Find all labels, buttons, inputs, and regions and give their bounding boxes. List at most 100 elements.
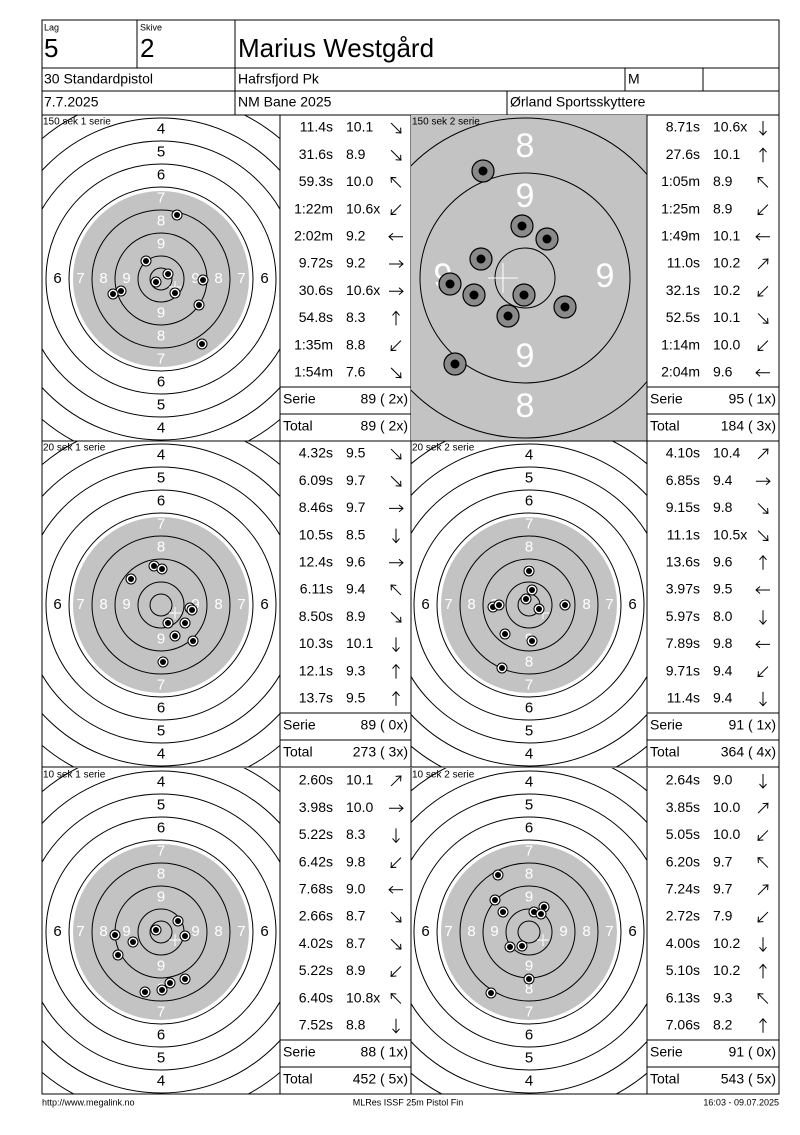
ring-label: 7 [76,270,84,287]
shot-direction [757,176,769,188]
shot-time: 1:05m [661,173,700,189]
shot-core [175,918,181,924]
shot-time: 8.46s [299,499,333,515]
shot-score: 10.0 [713,336,740,352]
ring-label: 4 [157,419,165,436]
ring [505,908,553,956]
ring-label: 7 [525,515,533,532]
shot-core [128,576,134,582]
shot-core [160,659,166,665]
ring-label: 8 [582,596,590,613]
shot-direction [390,911,402,923]
series-panel: 99998888150 sek 2 serie8.71s10.6x27.6s10… [384,115,780,442]
ring-label: 6 [525,1026,533,1043]
ring-label: 4 [525,745,533,762]
shot-direction [390,584,402,596]
ring-label: 9 [559,923,567,940]
shot-direction [757,448,769,460]
shot-core [478,166,488,176]
shot-direction [390,176,402,188]
shot-time: 6.40s [299,989,333,1005]
ring [91,209,231,349]
shot-score: 9.3 [346,662,366,678]
ring [68,186,254,372]
shot-score: 10.1 [713,309,740,325]
ring-label: 8 [582,923,590,940]
ring-label: 8 [214,270,222,287]
ring [137,255,185,303]
shot-score: 10.2 [713,935,740,951]
shot-core [151,563,157,569]
ring-label: 9 [157,235,165,252]
shot-score: 8.9 [713,200,733,216]
ring-label: 8 [467,596,475,613]
ring-label: 6 [260,596,268,613]
shot-core [507,944,513,950]
shot-score: 9.5 [346,690,366,706]
skive: 2 [140,33,154,63]
ring-label: 9 [596,257,615,295]
shot-time: 13.6s [666,554,700,570]
ring-label: 5 [157,796,165,813]
shot-time: 6.13s [666,989,700,1005]
shot-direction [390,448,402,460]
ring-label: 6 [525,819,533,836]
shot-score: 8.9 [346,146,366,162]
serie-value: 91 ( 0x) [729,1044,776,1060]
shot-time: 3.97s [666,581,700,597]
shot-time: 6.42s [299,853,333,869]
shot-direction [390,611,402,623]
shot-score: 8.8 [346,336,366,352]
ring-label: 8 [384,257,403,295]
ring [137,581,185,629]
shot-direction [757,993,769,1004]
ring-label: 9 [525,957,533,974]
shot-core [499,665,505,671]
shot-time: 2.64s [666,772,700,788]
shot-core [541,904,547,910]
shot-time: 31.6s [299,146,333,162]
ring-label: 7 [605,596,613,613]
ring-label: 7 [157,676,165,693]
shot-direction [757,830,769,841]
shot-core [182,933,188,939]
ring [436,512,622,698]
ring [45,163,277,395]
ring-label: 7 [525,842,533,859]
ring-label: 9 [191,270,199,287]
ring [411,466,647,744]
ring [91,862,231,1002]
shot-direction [392,310,400,326]
shot-direction [757,285,769,297]
shot-score: 9.4 [713,472,733,488]
ring-label: 4 [525,773,533,790]
shot-direction [759,121,767,136]
shot-score: 8.7 [346,908,366,924]
ring [419,172,631,384]
shot-score: 10.1 [346,119,373,135]
shot-direction [392,637,400,653]
shot-core [115,952,121,958]
ring-label: 7 [76,596,84,613]
shot-core [500,909,506,915]
ring-label: 4 [157,446,165,463]
series-panel: 4455666677778888999920 sek 2 serie4.10s1… [411,441,780,768]
ring [42,793,280,1071]
shot-core [488,990,494,996]
ring [42,443,280,767]
ring-label: 8 [214,596,222,613]
shot-score: 7.9 [713,908,733,924]
shot-time: 6.20s [666,853,700,869]
shot-core [450,359,460,369]
shot-core [536,606,542,612]
shot-direction [757,884,769,896]
shot-direction [755,232,770,241]
series-title: 150 sek 2 serie [412,117,480,128]
ring-label: 4 [525,1072,533,1089]
ring-label: 5 [525,469,533,486]
shot-time: 5.22s [299,962,333,978]
ring-label: 7 [157,350,165,367]
x-ring [149,920,173,944]
ring-label: 5 [157,143,165,160]
